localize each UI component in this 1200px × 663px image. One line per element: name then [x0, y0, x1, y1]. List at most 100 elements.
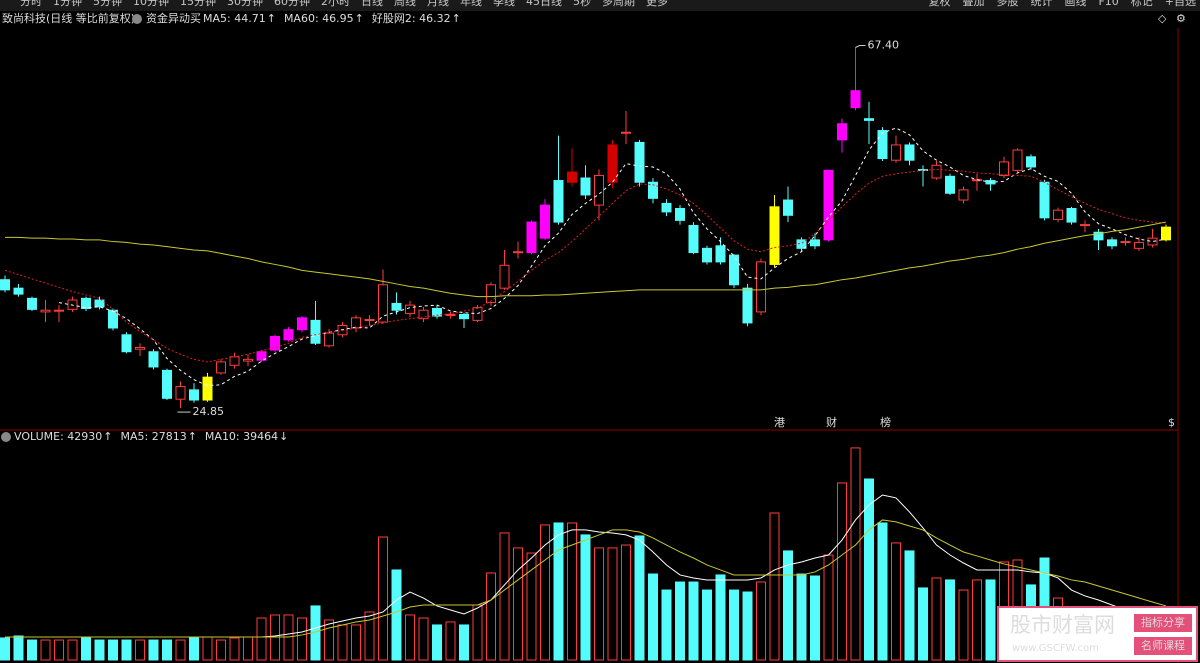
volume-bar: [229, 637, 240, 661]
tool-button[interactable]: +自选: [1165, 0, 1196, 8]
candle-body: [864, 118, 874, 121]
tool-button[interactable]: 复权: [928, 0, 950, 8]
candle-body: [1026, 156, 1036, 168]
candle-body: [1147, 237, 1158, 246]
candle-body: [445, 313, 456, 316]
candle-body: [1039, 181, 1050, 219]
volume-bar: [756, 581, 766, 661]
volume-bar: [783, 550, 793, 661]
volume-bar: [40, 639, 51, 661]
candle-body: [1093, 231, 1104, 241]
candle-body: [364, 319, 375, 322]
period-button[interactable]: 10分钟: [133, 0, 169, 8]
volume-bar: [405, 614, 415, 661]
period-button[interactable]: 周线: [394, 0, 416, 8]
plot: 67.40 24.85: [0, 38, 1171, 661]
volume-bar: [796, 573, 807, 661]
tool-button[interactable]: 标记: [1131, 0, 1153, 8]
period-button[interactable]: 5秒: [573, 0, 591, 8]
period-button[interactable]: 分时: [20, 0, 42, 8]
candle-body: [1066, 208, 1077, 223]
period-button[interactable]: 多周期: [602, 0, 635, 8]
candle-body: [216, 361, 226, 374]
legend-text: MA5: 44.71: [203, 12, 266, 25]
candle-body: [324, 332, 334, 347]
period-button[interactable]: 月线: [427, 0, 449, 8]
period-button[interactable]: 季线: [493, 0, 515, 8]
candle-body: [391, 302, 402, 311]
tool-button[interactable]: F10: [1098, 0, 1118, 8]
candle-body: [121, 334, 132, 353]
candle-body: [135, 346, 145, 350]
indicator-icon: [132, 14, 142, 24]
legend-text: 好股网2: 46.32: [372, 11, 451, 25]
period-button[interactable]: 30分钟: [227, 0, 263, 8]
period-button[interactable]: 1分钟: [53, 0, 82, 8]
candle-body: [283, 329, 294, 341]
volume-bar: [81, 637, 91, 661]
volume-bar: [337, 624, 348, 661]
candle-body: [891, 144, 901, 161]
candle-body: [594, 174, 604, 206]
marker: $: [1168, 416, 1175, 429]
volume-bar: [621, 544, 631, 661]
candle-body: [378, 284, 388, 323]
volume-bar: [297, 617, 307, 661]
candle-body: [94, 299, 105, 308]
candle-body: [229, 356, 240, 366]
period-button[interactable]: 更多: [646, 0, 668, 8]
period-button[interactable]: 年线: [460, 0, 482, 8]
period-button[interactable]: 60分钟: [274, 0, 310, 8]
candle-body: [405, 304, 415, 315]
candle-body: [1134, 241, 1144, 249]
volume-bar: [837, 482, 847, 661]
period-button[interactable]: 2小时: [321, 0, 350, 8]
volume-bar: [351, 624, 361, 661]
volume-bar: [729, 589, 739, 661]
period-button[interactable]: 日线: [361, 0, 383, 8]
legend-arrow: ↑: [188, 430, 197, 443]
candle-body: [148, 351, 159, 368]
watermark-url: www.GSCFW.com: [1012, 643, 1099, 654]
tool-button[interactable]: 多股: [996, 0, 1018, 8]
volume-bar: [324, 619, 334, 661]
tool-button[interactable]: 叠加: [962, 0, 984, 8]
tool-button[interactable]: 画线: [1064, 0, 1086, 8]
candle-body: [729, 254, 739, 286]
candle-body: [0, 279, 10, 291]
volume-bar: [594, 547, 604, 661]
ma-line: [4, 169, 1167, 363]
volume-bar: [513, 547, 523, 661]
candle-body: [999, 161, 1009, 176]
volume-bar: [850, 447, 861, 661]
candle-body: [688, 224, 699, 254]
candle-body: [837, 123, 847, 141]
candle-body: [918, 169, 928, 172]
candle-body: [270, 335, 280, 351]
candle-body: [1161, 226, 1171, 241]
candle-body: [310, 319, 321, 344]
volume-bar: [364, 611, 375, 661]
candle-body: [904, 144, 915, 161]
volume-bar: [108, 639, 118, 661]
candle-body: [769, 206, 780, 265]
ma-line: [5, 221, 1167, 298]
tool-button[interactable]: 统计: [1030, 0, 1052, 8]
period-button[interactable]: 5分钟: [93, 0, 122, 8]
marker: 港: [774, 416, 785, 429]
volume-bar: [945, 579, 955, 661]
candle-body: [702, 247, 712, 263]
volume-bar: [688, 581, 699, 661]
period-button[interactable]: 15分钟: [180, 0, 216, 8]
volume-bar: [702, 589, 712, 661]
volume-bar: [675, 581, 685, 661]
volume-bar: [135, 639, 145, 661]
period-button[interactable]: 45日线: [526, 0, 562, 8]
candle-body: [486, 284, 496, 304]
volume-bar: [391, 569, 402, 661]
volume-bar: [958, 589, 969, 661]
indicator-name: 资金异动买: [146, 11, 201, 25]
candle-body: [580, 177, 591, 196]
volume-bar: [972, 579, 982, 661]
candle-body: [958, 189, 969, 201]
